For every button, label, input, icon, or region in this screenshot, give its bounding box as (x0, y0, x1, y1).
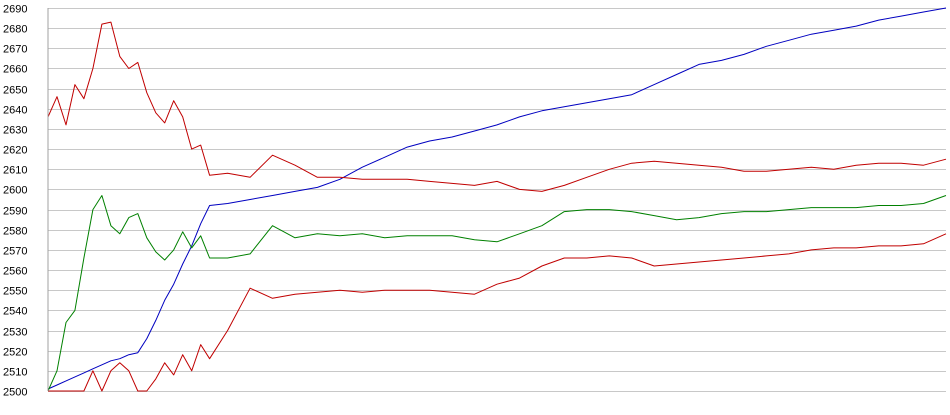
y-tick-label: 2680 (3, 24, 27, 36)
y-tick-label: 2600 (3, 185, 27, 197)
series-line-4 (48, 233, 947, 392)
y-axis-ticks: 2500 2510 2520 2530 2540 2550 2560 2570 2580 2590… (3, 4, 27, 399)
y-tick-label: 2650 (3, 85, 27, 97)
y-tick-label: 2550 (3, 286, 27, 298)
y-tick-label: 2670 (3, 44, 27, 56)
y-tick-label: 2630 (3, 125, 27, 137)
gridlines (48, 8, 946, 392)
y-tick-label: 2530 (3, 327, 27, 339)
y-tick-label: 2620 (3, 145, 27, 157)
series-line-3 (47, 195, 947, 392)
series-line-2 (47, 21, 947, 192)
series-lines (47, 7, 947, 392)
series-line-1 (47, 7, 947, 390)
y-tick-label: 2500 (3, 387, 27, 399)
y-tick-label: 2590 (3, 206, 27, 218)
y-tick-label: 2660 (3, 64, 27, 76)
y-tick-label: 2690 (3, 4, 27, 16)
y-tick-label: 2640 (3, 105, 27, 117)
y-tick-label: 2570 (3, 246, 27, 258)
y-tick-label: 2560 (3, 266, 27, 278)
y-tick-label: 2510 (3, 367, 27, 379)
y-tick-label: 2580 (3, 226, 27, 238)
y-tick-label: 2520 (3, 347, 27, 359)
y-tick-label: 2540 (3, 306, 27, 318)
y-tick-label: 2610 (3, 165, 27, 177)
